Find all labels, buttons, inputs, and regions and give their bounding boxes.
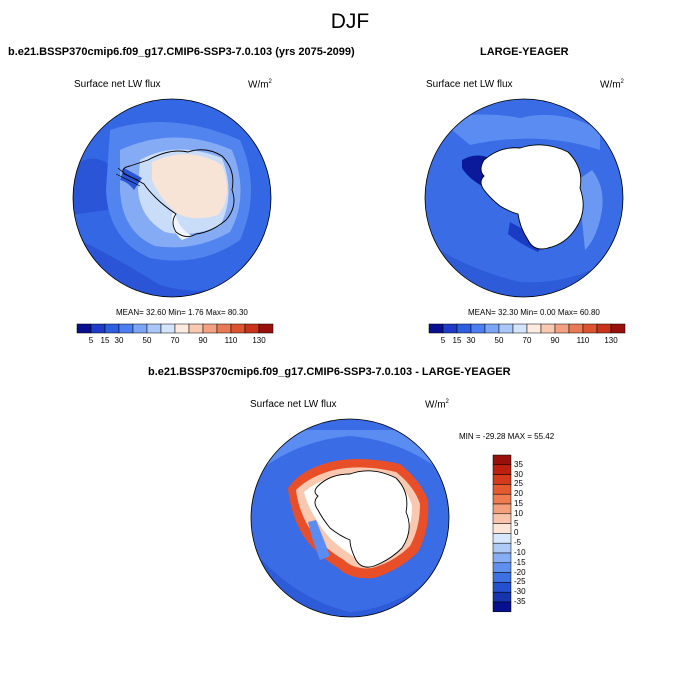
colorbar-tick-label: 0	[514, 528, 519, 538]
colorbar-tick-label: -20	[514, 567, 526, 577]
colorbar-swatch	[160, 323, 176, 334]
panel2-variable-label: Surface net LW flux	[426, 79, 513, 90]
colorbar-swatch	[76, 323, 92, 334]
panel3-variable-label: Surface net LW flux	[250, 399, 337, 410]
panel2-units: W/m2	[600, 79, 624, 91]
panel1-variable-label: Surface net LW flux	[74, 79, 161, 90]
colorbar-tick-label: 35	[514, 459, 523, 469]
colorbar-swatch	[470, 323, 486, 334]
colorbar-swatch	[492, 572, 512, 583]
colorbar-tick-label: 30	[514, 469, 523, 479]
panel3-title: b.e21.BSSP370cmip6.f09_g17.CMIP6-SSP3-7.…	[148, 366, 511, 378]
colorbar-swatch	[428, 323, 444, 334]
colorbar-tick-label: 15	[100, 336, 110, 345]
colorbar-swatch	[540, 323, 556, 334]
colorbar-swatch	[104, 323, 120, 334]
panel2-stats: MEAN= 32.30 Min= 0.00 Max= 60.80	[468, 308, 600, 317]
colorbar-swatch	[216, 323, 232, 334]
colorbar-swatch	[492, 513, 512, 524]
colorbar-swatch	[492, 533, 512, 544]
colorbar-tick-label: -25	[514, 577, 526, 587]
colorbar-swatch	[188, 323, 204, 334]
figure-title: DJF	[330, 10, 370, 33]
panel1-map-border	[72, 98, 272, 298]
colorbar-tick-label: 50	[142, 336, 152, 345]
colorbar-swatch	[174, 323, 190, 334]
colorbar-tick-label: 50	[494, 336, 504, 345]
colorbar-swatch	[492, 523, 512, 534]
colorbar-swatch	[456, 323, 472, 334]
colorbar-swatch	[442, 323, 458, 334]
colorbar-swatch	[492, 454, 512, 466]
colorbar-swatch	[498, 323, 514, 334]
colorbar-tick-label: 70	[522, 336, 532, 345]
colorbar-swatch	[492, 552, 512, 564]
colorbar-swatch	[230, 323, 246, 334]
colorbar-swatch	[492, 474, 512, 485]
panel1-title: b.e21.BSSP370cmip6.f09_g17.CMIP6-SSP3-7.…	[8, 46, 355, 58]
colorbar-swatch	[118, 323, 134, 334]
colorbar-swatch	[90, 323, 106, 334]
panel2-map-border	[424, 98, 624, 298]
colorbar-swatch	[610, 323, 626, 334]
colorbar-tick-label: 20	[514, 489, 523, 499]
panel3-units: W/m2	[425, 399, 449, 411]
colorbar-tick-label: -30	[514, 587, 526, 597]
panel2-title: LARGE-YEAGER	[480, 46, 569, 58]
colorbar-swatch	[492, 601, 512, 613]
colorbar-swatch	[596, 323, 612, 334]
colorbar-tick-label: 5	[514, 518, 519, 528]
colorbar-swatch	[554, 323, 570, 334]
colorbar-swatch	[258, 323, 274, 334]
colorbar-swatch	[568, 323, 584, 334]
colorbar-tick-label: 5	[440, 336, 446, 345]
colorbar-swatch	[492, 562, 512, 573]
panel3-map-border	[250, 418, 450, 618]
panel3-colorbar	[492, 454, 512, 613]
colorbar-tick-label: 130	[252, 336, 266, 345]
colorbar-tick-label: 30	[114, 336, 124, 345]
colorbar-swatch	[582, 323, 598, 334]
panel1-units: W/m2	[248, 79, 272, 91]
panel2-map	[425, 99, 623, 297]
colorbar-tick-label: 110	[224, 336, 238, 345]
colorbar-tick-label: 15	[514, 499, 523, 508]
colorbar-tick-label: 110	[576, 336, 590, 345]
colorbar-swatch	[526, 323, 542, 334]
colorbar-swatch	[146, 323, 162, 334]
colorbar-swatch	[492, 503, 512, 515]
colorbar-tick-label: -5	[514, 538, 522, 548]
colorbar-tick-label: 90	[198, 336, 208, 345]
panel1-stats: MEAN= 32.60 Min= 1.76 Max= 80.30	[116, 308, 248, 317]
colorbar-tick-label: -35	[514, 597, 526, 606]
panel3-stats: MIN = -29.28 MAX = 55.42	[459, 432, 555, 441]
colorbar-tick-label: 70	[170, 336, 180, 345]
colorbar-swatch	[484, 323, 500, 334]
colorbar-swatch	[244, 323, 260, 334]
panel1-map	[73, 99, 271, 297]
colorbar-swatch	[492, 542, 512, 554]
colorbar-tick-label: 10	[514, 508, 523, 518]
panel1-colorbar	[76, 323, 274, 334]
panel2-colorbar	[428, 323, 626, 334]
colorbar-tick-label: 15	[452, 336, 462, 345]
colorbar-swatch	[492, 484, 512, 495]
colorbar-tick-label: -15	[514, 557, 526, 567]
colorbar-swatch	[492, 464, 512, 475]
colorbar-swatch	[492, 591, 512, 603]
colorbar-tick-label: 30	[466, 336, 476, 345]
colorbar-tick-label: 5	[88, 336, 94, 345]
colorbar-swatch	[202, 323, 218, 334]
colorbar-tick-label: 90	[550, 336, 560, 345]
colorbar-swatch	[512, 323, 528, 334]
colorbar-swatch	[492, 582, 512, 593]
colorbar-tick-label: 25	[514, 479, 523, 489]
colorbar-tick-label: 130	[604, 336, 618, 345]
colorbar-tick-label: -10	[514, 548, 526, 557]
colorbar-swatch	[492, 493, 512, 505]
colorbar-swatch	[132, 323, 148, 334]
panel3-map	[251, 419, 449, 617]
